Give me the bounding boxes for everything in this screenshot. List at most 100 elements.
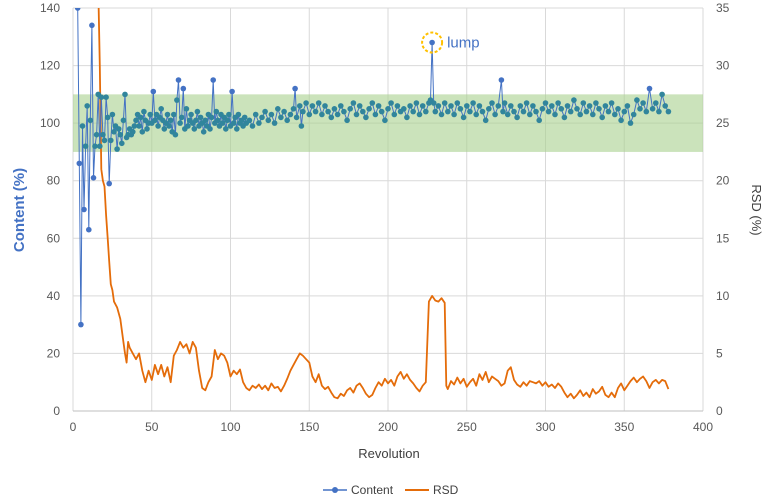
content-point (178, 114, 185, 121)
content-point (504, 111, 511, 118)
content-point (278, 114, 284, 121)
content-point (265, 117, 272, 124)
content-point (416, 111, 423, 118)
content-point (117, 131, 124, 138)
y-right-tick-label: 10 (716, 289, 730, 303)
content-point (501, 100, 508, 106)
content-point (137, 114, 144, 121)
content-point (120, 117, 127, 124)
x-tick-label: 350 (614, 420, 634, 434)
content-point (429, 39, 435, 46)
content-point (115, 126, 122, 132)
y-left-tick-label: 0 (53, 404, 60, 418)
x-tick-label: 200 (378, 420, 398, 434)
content-point (109, 111, 116, 118)
y-right-tick-label: 20 (716, 174, 730, 188)
content-point (191, 126, 198, 132)
content-point (315, 100, 322, 106)
content-point (82, 143, 89, 149)
content-point (226, 111, 232, 118)
content-point (438, 111, 445, 118)
content-point (627, 120, 634, 126)
content-point (646, 85, 653, 92)
content-point (630, 111, 637, 118)
annotation-label: lump (447, 35, 480, 52)
content-point (536, 117, 542, 124)
legend-content-marker (332, 487, 338, 493)
content-point (230, 120, 237, 126)
content-point (328, 114, 335, 121)
x-tick-label: 250 (457, 420, 477, 434)
content-point (391, 111, 398, 118)
content-point (356, 103, 363, 109)
content-point (119, 140, 125, 147)
content-point (441, 100, 448, 106)
content-point (312, 108, 319, 115)
content-point (344, 117, 350, 124)
x-axis-title: Revolution (358, 446, 419, 461)
content-point (435, 103, 442, 109)
content-point (486, 106, 492, 112)
content-point (290, 106, 297, 112)
content-point (87, 117, 94, 124)
y-right-axis-ticks: 0 5 10 15 20 25 30 35 (716, 1, 730, 418)
content-point (101, 137, 108, 144)
content-point (508, 103, 514, 109)
content-point (185, 123, 191, 129)
content-point (527, 111, 533, 118)
content-point (555, 100, 561, 106)
content-point (93, 131, 100, 138)
content-point (618, 117, 624, 124)
content-point (599, 114, 605, 121)
content-point (533, 108, 539, 115)
content-point (74, 8, 81, 11)
content-point (523, 100, 530, 106)
content-point (108, 137, 114, 144)
content-point (147, 111, 153, 118)
content-point (155, 123, 161, 129)
content-point (246, 117, 253, 124)
content-point (363, 114, 369, 121)
y-left-tick-label: 40 (47, 289, 61, 303)
content-point (590, 111, 596, 118)
content-point (111, 129, 117, 135)
content-point (382, 117, 388, 124)
content-point (460, 114, 467, 121)
content-point (144, 126, 150, 132)
content-point (423, 108, 429, 115)
y-right-tick-label: 35 (716, 1, 730, 15)
content-point (500, 108, 506, 115)
content-point (552, 111, 558, 118)
content-point (131, 123, 138, 129)
content-point (549, 103, 555, 109)
content-point (223, 126, 229, 132)
content-point (571, 97, 577, 103)
content-point (298, 123, 305, 129)
content-point (637, 106, 643, 112)
content-point (84, 103, 90, 109)
x-tick-label: 50 (145, 420, 159, 434)
content-point (90, 175, 97, 181)
content-point (369, 100, 376, 106)
y-left-tick-label: 100 (40, 116, 60, 130)
content-point (372, 111, 379, 118)
y-left-tick-label: 60 (47, 231, 61, 245)
y-left-tick-label: 20 (47, 346, 61, 360)
content-point (180, 85, 187, 92)
x-tick-label: 400 (693, 420, 713, 434)
content-point (97, 143, 103, 149)
content-point (341, 108, 347, 115)
content-point (643, 108, 650, 115)
content-point (574, 106, 580, 112)
content-point (530, 103, 536, 109)
content-point (139, 129, 146, 135)
x-tick-label: 150 (299, 420, 319, 434)
content-point (467, 108, 473, 115)
content-point (76, 160, 83, 167)
content-point (464, 103, 470, 109)
content-point (259, 114, 265, 121)
plot-area (74, 8, 672, 400)
content-point (410, 108, 417, 115)
content-point (430, 100, 437, 106)
